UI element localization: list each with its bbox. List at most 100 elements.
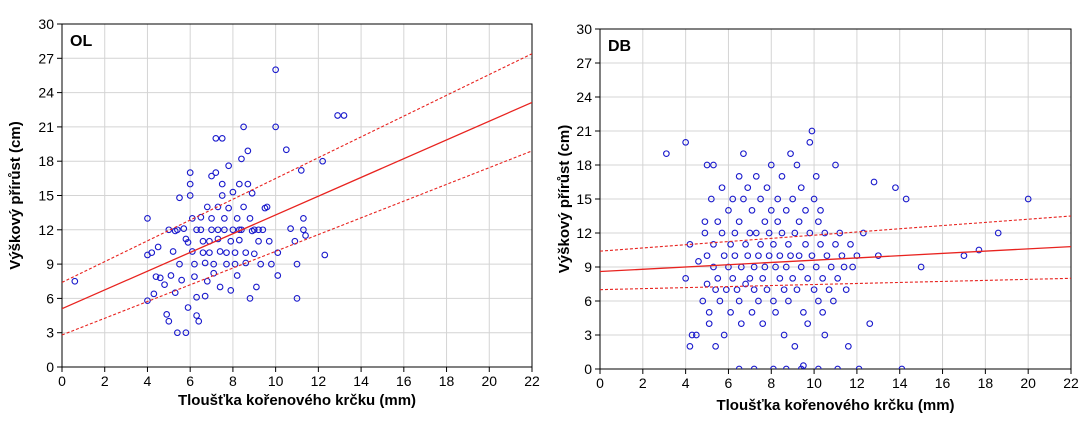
- data-point: [819, 308, 827, 316]
- data-point: [759, 320, 767, 328]
- data-point: [707, 195, 715, 203]
- data-point: [184, 304, 192, 311]
- data-point: [720, 252, 728, 260]
- data-point: [808, 127, 816, 135]
- data-point: [825, 286, 833, 294]
- data-point: [847, 240, 854, 248]
- data-point: [214, 226, 222, 234]
- data-point: [686, 342, 694, 350]
- data-point: [744, 184, 752, 192]
- y-tick-label: 15: [38, 188, 54, 204]
- data-point: [815, 218, 822, 226]
- data-point: [823, 252, 831, 260]
- x-tick-label: 10: [268, 373, 284, 389]
- x-tick-label: 18: [439, 373, 455, 389]
- data-point: [795, 252, 803, 260]
- data-point: [772, 263, 779, 271]
- data-point: [302, 232, 309, 239]
- plot-content: [62, 53, 532, 337]
- data-point: [725, 206, 732, 214]
- y-tick-label: 30: [38, 16, 54, 32]
- x-tick-label: 12: [849, 375, 865, 391]
- x-tick-label: 12: [311, 373, 327, 389]
- regression-line: [62, 101, 532, 310]
- data-point: [242, 249, 250, 257]
- data-point: [274, 272, 282, 279]
- y-tick-label: 21: [38, 119, 54, 135]
- data-point: [297, 166, 305, 174]
- data-point: [184, 239, 192, 246]
- data-point: [752, 172, 760, 180]
- data-point: [763, 184, 771, 192]
- data-point: [752, 229, 760, 237]
- data-point: [812, 263, 820, 271]
- y-tick-label: 6: [584, 293, 592, 309]
- data-point: [763, 286, 771, 294]
- data-point: [821, 229, 829, 237]
- data-point: [293, 260, 301, 268]
- data-point: [729, 195, 737, 203]
- data-point: [718, 229, 726, 237]
- data-point: [193, 293, 200, 301]
- data-point: [186, 192, 194, 199]
- data-point: [810, 286, 818, 294]
- data-point: [197, 226, 205, 234]
- y-tick-label: 15: [576, 191, 592, 207]
- data-point: [815, 365, 822, 369]
- y-tick-label: 27: [38, 50, 54, 66]
- data-point: [902, 195, 910, 203]
- data-point: [750, 263, 758, 271]
- data-point: [742, 240, 749, 248]
- data-point: [765, 229, 773, 237]
- data-point: [272, 66, 279, 74]
- y-tick-label: 9: [584, 259, 592, 275]
- data-point: [165, 317, 173, 325]
- y-tick-label: 18: [38, 153, 54, 169]
- data-point: [682, 138, 689, 146]
- data-point: [750, 286, 758, 294]
- x-tick-label: 16: [396, 373, 412, 389]
- data-point: [917, 263, 925, 271]
- data-point: [748, 206, 756, 214]
- regression-line: [600, 245, 1071, 273]
- data-point: [782, 263, 790, 271]
- data-point: [731, 229, 739, 237]
- data-point: [692, 331, 700, 339]
- data-point: [892, 184, 899, 192]
- x-tick-label: 14: [353, 373, 369, 389]
- data-point: [178, 276, 185, 284]
- data-point: [701, 229, 709, 237]
- data-point: [253, 283, 260, 291]
- data-point: [174, 329, 181, 337]
- data-point: [291, 237, 299, 245]
- data-point: [225, 162, 232, 170]
- data-point: [874, 252, 882, 260]
- data-point: [787, 252, 794, 260]
- data-point: [171, 289, 179, 297]
- data-point: [195, 317, 203, 325]
- data-point: [787, 150, 794, 158]
- data-point: [774, 195, 782, 203]
- x-tick-label: 2: [101, 373, 109, 389]
- data-point: [186, 169, 194, 176]
- data-point: [802, 206, 809, 214]
- confidence-band-upper: [600, 215, 1071, 252]
- data-point: [776, 274, 784, 282]
- data-point: [212, 169, 220, 176]
- data-point: [735, 297, 743, 305]
- y-axis-label: Výškový přírůst (cm): [7, 121, 24, 269]
- data-point: [866, 320, 874, 328]
- data-point: [663, 150, 670, 158]
- x-tick-label: 0: [58, 373, 66, 389]
- data-point: [795, 218, 803, 226]
- plot-content: [600, 127, 1071, 369]
- data-point: [227, 287, 235, 294]
- data-point: [703, 252, 711, 260]
- data-point: [767, 161, 775, 169]
- x-tick-label: 10: [806, 375, 822, 391]
- data-point: [767, 206, 775, 214]
- data-point: [806, 138, 814, 146]
- data-point: [793, 161, 801, 169]
